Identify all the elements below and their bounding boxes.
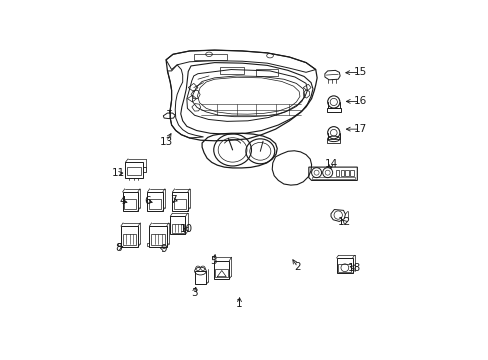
Text: 2: 2 <box>294 262 301 272</box>
Text: 9: 9 <box>160 244 167 254</box>
Text: 13: 13 <box>159 136 172 147</box>
Bar <box>350 170 353 176</box>
Bar <box>326 139 340 143</box>
Text: 18: 18 <box>347 263 361 273</box>
Bar <box>340 170 344 176</box>
Bar <box>220 67 243 74</box>
Text: 10: 10 <box>180 224 192 234</box>
Bar <box>345 170 348 176</box>
Bar <box>172 224 183 233</box>
Bar <box>127 167 141 175</box>
Text: 7: 7 <box>170 195 177 205</box>
Bar <box>124 199 136 209</box>
Bar <box>311 176 354 179</box>
Bar <box>338 264 350 271</box>
Text: 6: 6 <box>144 196 151 206</box>
Bar <box>215 269 227 278</box>
Bar <box>193 54 226 60</box>
Bar <box>335 170 339 176</box>
Text: 12: 12 <box>338 217 351 227</box>
Text: 17: 17 <box>353 124 366 134</box>
Text: 1: 1 <box>236 299 243 309</box>
Text: 4: 4 <box>119 196 125 206</box>
Bar <box>326 108 340 112</box>
Bar <box>149 199 161 209</box>
Text: 5: 5 <box>210 256 217 266</box>
Text: 16: 16 <box>353 96 366 107</box>
Bar <box>151 234 164 245</box>
Bar <box>122 234 136 245</box>
Text: 3: 3 <box>190 288 197 298</box>
Text: 8: 8 <box>115 243 122 253</box>
Bar <box>336 258 352 273</box>
Bar <box>256 69 278 76</box>
Text: 11: 11 <box>111 168 124 179</box>
Text: 15: 15 <box>353 67 366 77</box>
Text: 14: 14 <box>324 159 337 169</box>
Bar <box>174 199 185 209</box>
